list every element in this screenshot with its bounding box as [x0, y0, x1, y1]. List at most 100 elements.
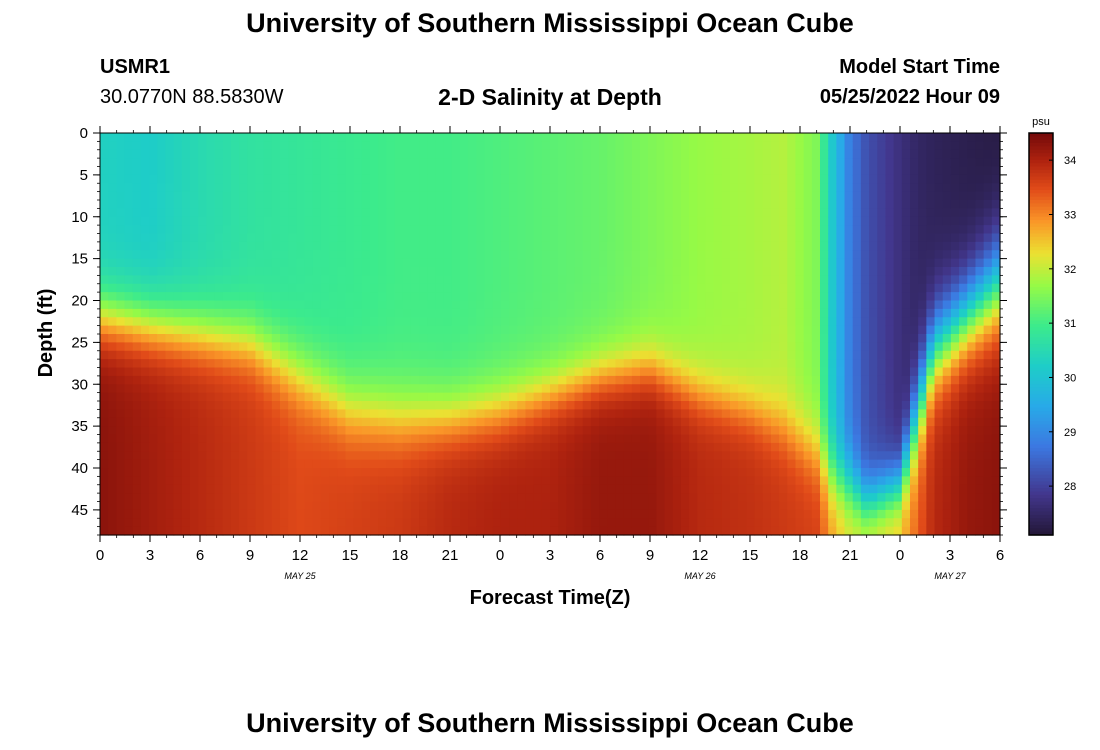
heatmap-cell — [247, 216, 257, 226]
heatmap-cell — [680, 359, 690, 369]
heatmap-cell — [460, 434, 469, 444]
heatmap-cell — [198, 350, 207, 360]
heatmap-cell — [680, 426, 690, 436]
heatmap-cell — [910, 401, 919, 410]
heatmap-cell — [304, 292, 314, 302]
heatmap-cell — [149, 493, 158, 503]
heatmap-cell — [190, 317, 199, 327]
heatmap-cell — [533, 493, 543, 503]
heatmap-cell — [664, 468, 674, 477]
heatmap-cell — [239, 325, 248, 335]
heatmap-cell — [525, 367, 535, 377]
heatmap-cell — [582, 300, 592, 310]
heatmap-cell — [664, 518, 674, 528]
heatmap-cell — [468, 258, 477, 268]
heatmap-cell — [697, 484, 707, 494]
heatmap-cell — [165, 401, 175, 410]
heatmap-cell — [901, 200, 911, 209]
heatmap-cell — [558, 434, 567, 444]
heatmap-cell — [901, 308, 911, 318]
heatmap-cell — [312, 476, 322, 486]
heatmap-cell — [541, 166, 551, 176]
heatmap-cell — [779, 300, 788, 310]
heatmap-cell — [631, 526, 641, 536]
heatmap-cell — [386, 401, 396, 410]
heatmap-cell — [263, 308, 273, 318]
heatmap-cell — [173, 258, 183, 268]
heatmap-cell — [435, 308, 445, 318]
heatmap-cell — [860, 484, 870, 494]
heatmap-cell — [754, 392, 764, 402]
heatmap-cell — [312, 208, 322, 218]
heatmap-cell — [509, 493, 518, 503]
heatmap-cell — [885, 392, 895, 402]
heatmap-cell — [222, 442, 232, 452]
heatmap-cell — [885, 267, 895, 276]
heatmap-cell — [361, 300, 371, 310]
heatmap-cell — [402, 200, 412, 209]
heatmap-cell — [361, 233, 371, 243]
heatmap-cell — [860, 501, 870, 511]
heatmap-cell — [140, 183, 150, 193]
heatmap-cell — [590, 208, 600, 218]
heatmap-cell — [468, 275, 477, 285]
heatmap-cell — [746, 216, 756, 226]
heatmap-cell — [590, 350, 600, 360]
heatmap-cell — [787, 200, 797, 209]
heatmap-cell — [280, 451, 289, 461]
heatmap-cell — [296, 350, 306, 360]
heatmap-cell — [500, 283, 510, 293]
heatmap-cell — [828, 267, 837, 276]
heatmap-cell — [312, 166, 322, 176]
heatmap-cell — [607, 384, 617, 394]
heatmap-cell — [370, 509, 379, 519]
heatmap-cell — [860, 359, 870, 369]
heatmap-cell — [386, 442, 396, 452]
heatmap-cell — [410, 191, 420, 201]
heatmap-cell — [746, 359, 756, 369]
heatmap-cell — [304, 216, 314, 226]
heatmap-cell — [852, 342, 862, 352]
heatmap-cell — [304, 359, 314, 369]
heatmap-cell — [754, 401, 764, 410]
heatmap-cell — [942, 459, 952, 469]
heatmap-cell — [435, 300, 445, 310]
heatmap-cell — [640, 526, 649, 536]
heatmap-cell — [582, 501, 592, 511]
heatmap-cell — [427, 267, 437, 276]
heatmap-cell — [566, 409, 576, 419]
heatmap-cell — [820, 275, 829, 285]
heatmap-cell — [828, 409, 837, 419]
heatmap-cell — [721, 174, 731, 184]
heatmap-cell — [877, 133, 887, 142]
heatmap-cell — [337, 250, 347, 260]
heatmap-cell — [370, 409, 379, 419]
heatmap-cell — [329, 241, 338, 251]
heatmap-cell — [860, 317, 870, 327]
heatmap-cell — [803, 384, 813, 394]
heatmap-cell — [795, 300, 805, 310]
heatmap-cell — [615, 308, 625, 318]
heatmap-cell — [640, 267, 649, 276]
heatmap-cell — [599, 149, 608, 159]
heatmap-cell — [550, 367, 559, 377]
heatmap-cell — [370, 484, 379, 494]
heatmap-cell — [721, 166, 731, 176]
heatmap-cell — [746, 225, 756, 235]
heatmap-cell — [590, 292, 600, 302]
heatmap-cell — [664, 417, 674, 427]
heatmap-cell — [500, 342, 510, 352]
heatmap-cell — [214, 417, 224, 427]
heatmap-cell — [517, 468, 527, 477]
heatmap-cell — [149, 308, 158, 318]
heatmap-cell — [500, 459, 510, 469]
heatmap-cell — [762, 426, 772, 436]
heatmap-cell — [427, 509, 437, 519]
heatmap-cell — [648, 166, 657, 176]
heatmap-cell — [386, 174, 396, 184]
heatmap-cell — [255, 367, 265, 377]
heatmap-cell — [296, 325, 306, 335]
heatmap-cell — [492, 141, 502, 151]
heatmap-cell — [394, 208, 404, 218]
heatmap-cell — [255, 225, 265, 235]
